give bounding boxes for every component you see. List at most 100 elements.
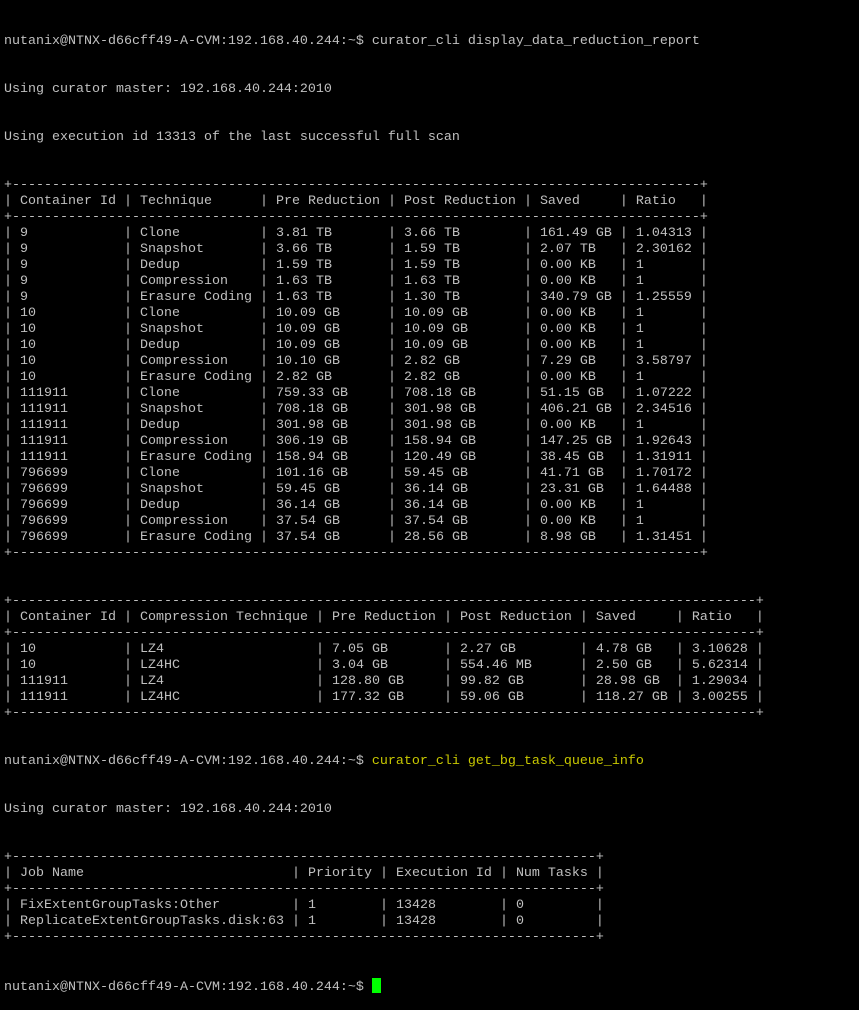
table-cell: 306.19 GB bbox=[275, 434, 380, 449]
table-row: | 10 | Clone | 10.09 GB | 10.09 GB | 0.0… bbox=[4, 306, 708, 321]
table-cell: 1 bbox=[635, 498, 692, 513]
table-cell: 2.50 GB bbox=[595, 658, 668, 673]
table-cell: 1.30 TB bbox=[403, 290, 516, 305]
table-cell: Compression bbox=[139, 514, 252, 529]
table-cell: 10 bbox=[20, 322, 116, 337]
table-row: | 9 | Erasure Coding | 1.63 TB | 1.30 TB… bbox=[4, 290, 708, 305]
table-cell: 1 bbox=[307, 898, 372, 913]
table-row: | 9 | Clone | 3.81 TB | 3.66 TB | 161.49… bbox=[4, 226, 708, 241]
table-cell: 0.00 KB bbox=[539, 338, 612, 353]
table-row: | 9 | Snapshot | 3.66 TB | 1.59 TB | 2.0… bbox=[4, 242, 708, 257]
table-cell: 3.66 TB bbox=[275, 242, 380, 257]
table-row: | 111911 | Erasure Coding | 158.94 GB | … bbox=[4, 450, 708, 465]
column-header: Execution Id bbox=[395, 866, 492, 881]
prompt-line-1: nutanix@NTNX-d66cff49-A-CVM:192.168.40.2… bbox=[4, 34, 764, 50]
table-row: | 111911 | Dedup | 301.98 GB | 301.98 GB… bbox=[4, 418, 708, 433]
table-cell: 0 bbox=[515, 914, 588, 929]
table-cell: 10.10 GB bbox=[275, 354, 380, 369]
table-cell: 13428 bbox=[395, 898, 492, 913]
table-cell: 9 bbox=[20, 290, 116, 305]
table-cell: 1.70172 bbox=[635, 466, 692, 481]
column-header: Saved bbox=[539, 194, 612, 209]
table-cell: 1.63 TB bbox=[275, 290, 380, 305]
table-row: | 111911 | Clone | 759.33 GB | 708.18 GB… bbox=[4, 386, 708, 401]
table-cell: 0.00 KB bbox=[539, 258, 612, 273]
table-cell: 1.25559 bbox=[635, 290, 692, 305]
table-cell: 158.94 GB bbox=[403, 434, 516, 449]
table-cell: 101.16 GB bbox=[275, 466, 380, 481]
table-cell: 301.98 GB bbox=[403, 402, 516, 417]
table-cell: 301.98 GB bbox=[403, 418, 516, 433]
table-cell: LZ4HC bbox=[139, 658, 308, 673]
table-border: +---------------------------------------… bbox=[4, 594, 764, 609]
table-cell: 10 bbox=[20, 642, 116, 657]
table-cell: 37.54 GB bbox=[275, 530, 380, 545]
table-cell: 161.49 GB bbox=[539, 226, 612, 241]
table-cell: 3.58797 bbox=[635, 354, 692, 369]
table-cell: Clone bbox=[139, 466, 252, 481]
table-cell: 340.79 GB bbox=[539, 290, 612, 305]
table-cell: Compression bbox=[139, 274, 252, 289]
table-cell: 111911 bbox=[20, 434, 116, 449]
column-header: Pre Reduction bbox=[331, 610, 436, 625]
table-cell: 0.00 KB bbox=[539, 418, 612, 433]
table-border: +---------------------------------------… bbox=[4, 706, 764, 721]
data-reduction-table: +---------------------------------------… bbox=[4, 178, 764, 562]
table-cell: 1 bbox=[635, 338, 692, 353]
table-cell: Erasure Coding bbox=[139, 290, 252, 305]
table-border: +---------------------------------------… bbox=[4, 930, 604, 945]
table-cell: LZ4 bbox=[139, 642, 308, 657]
table-cell: 796699 bbox=[20, 498, 116, 513]
table-cell: 111911 bbox=[20, 418, 116, 433]
column-header: Post Reduction bbox=[403, 194, 516, 209]
prompt-line-3[interactable]: nutanix@NTNX-d66cff49-A-CVM:192.168.40.2… bbox=[4, 978, 764, 995]
table-border: +---------------------------------------… bbox=[4, 210, 708, 225]
table-row: | 10 | Dedup | 10.09 GB | 10.09 GB | 0.0… bbox=[4, 338, 708, 353]
terminal-window[interactable]: nutanix@NTNX-d66cff49-A-CVM:192.168.40.2… bbox=[4, 2, 764, 1010]
table-cell: 406.21 GB bbox=[539, 402, 612, 417]
table-cell: 10 bbox=[20, 306, 116, 321]
table-cell: 3.10628 bbox=[691, 642, 748, 657]
table-cell: 796699 bbox=[20, 514, 116, 529]
cursor[interactable] bbox=[371, 978, 381, 993]
table-cell: 1.92643 bbox=[635, 434, 692, 449]
table-border: +---------------------------------------… bbox=[4, 626, 764, 641]
table-cell: 1.04313 bbox=[635, 226, 692, 241]
table-cell: 1 bbox=[635, 258, 692, 273]
table-cell: 1.31451 bbox=[635, 530, 692, 545]
table-cell: 1.31911 bbox=[635, 450, 692, 465]
table-cell: 0.00 KB bbox=[539, 306, 612, 321]
table-header: | Container Id | Technique | Pre Reducti… bbox=[4, 194, 708, 209]
table-cell: 7.05 GB bbox=[331, 642, 436, 657]
column-header: Post Reduction bbox=[459, 610, 572, 625]
table-cell: 1 bbox=[635, 306, 692, 321]
compression-table: +---------------------------------------… bbox=[4, 594, 764, 722]
table-cell: 1.64488 bbox=[635, 482, 692, 497]
table-cell: 9 bbox=[20, 274, 116, 289]
column-header: Container Id bbox=[20, 194, 116, 209]
table-cell: 37.54 GB bbox=[403, 514, 516, 529]
table-cell: 9 bbox=[20, 226, 116, 241]
table-border: +---------------------------------------… bbox=[4, 882, 604, 897]
table-cell: Dedup bbox=[139, 418, 252, 433]
table-cell: 0.00 KB bbox=[539, 322, 612, 337]
table-cell: Erasure Coding bbox=[139, 450, 252, 465]
output-line: Using curator master: 192.168.40.244:201… bbox=[4, 802, 332, 817]
table-cell: 38.45 GB bbox=[539, 450, 612, 465]
table-row: | 796699 | Clone | 101.16 GB | 59.45 GB … bbox=[4, 466, 708, 481]
table-row: | 111911 | LZ4 | 128.80 GB | 99.82 GB | … bbox=[4, 674, 764, 689]
table-cell: 10 bbox=[20, 658, 116, 673]
table-cell: 10.09 GB bbox=[403, 322, 516, 337]
table-cell: 796699 bbox=[20, 482, 116, 497]
table-cell: 111911 bbox=[20, 402, 116, 417]
column-header: Priority bbox=[307, 866, 372, 881]
table-cell: 13428 bbox=[395, 914, 492, 929]
table-cell: 3.04 GB bbox=[331, 658, 436, 673]
table-cell: Snapshot bbox=[139, 322, 252, 337]
table-row: | 10 | LZ4HC | 3.04 GB | 554.46 MB | 2.5… bbox=[4, 658, 764, 673]
table-row: | FixExtentGroupTasks:Other | 1 | 13428 … bbox=[4, 898, 604, 913]
table-cell: 759.33 GB bbox=[275, 386, 380, 401]
table-cell: 51.15 GB bbox=[539, 386, 612, 401]
table-row: | 10 | Snapshot | 10.09 GB | 10.09 GB | … bbox=[4, 322, 708, 337]
table-cell: 59.06 GB bbox=[459, 690, 572, 705]
